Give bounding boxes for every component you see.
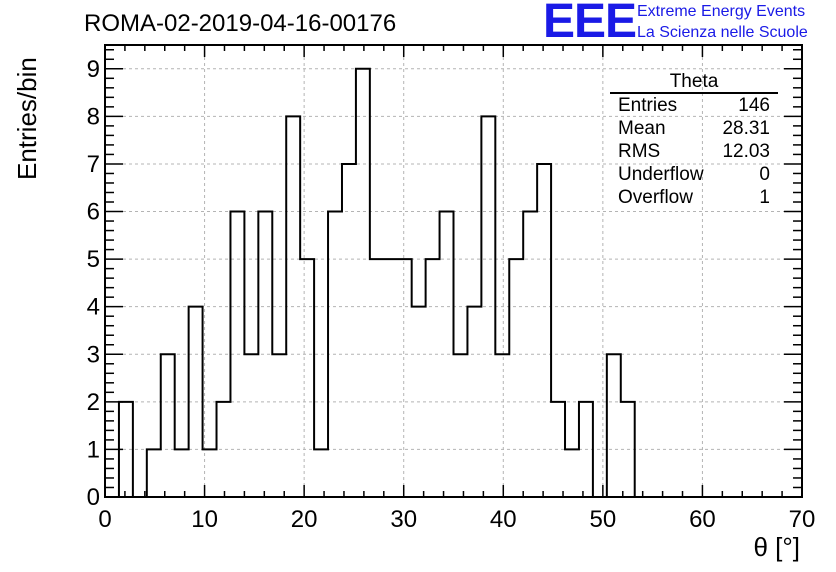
y-tick-label: 8 bbox=[87, 103, 100, 130]
y-tick-label: 1 bbox=[87, 436, 100, 463]
stats-row-entries: Entries 146 bbox=[610, 94, 778, 117]
y-axis-label: Entries/bin bbox=[12, 57, 42, 180]
y-tick-label: 2 bbox=[87, 389, 100, 416]
stats-label: Underflow bbox=[618, 164, 704, 185]
y-tick-label: 0 bbox=[87, 484, 100, 511]
y-tick-label: 6 bbox=[87, 199, 100, 226]
eee-logo: EEE bbox=[543, 0, 637, 48]
stats-row-mean: Mean 28.31 bbox=[610, 117, 778, 140]
histogram-bin bbox=[426, 259, 440, 497]
stats-row-underflow: Underflow 0 bbox=[610, 163, 778, 186]
histogram-bin bbox=[537, 164, 551, 497]
x-tick-label: 10 bbox=[191, 506, 218, 533]
stats-row-overflow: Overflow 1 bbox=[610, 186, 778, 209]
stats-value: 146 bbox=[738, 95, 770, 116]
eee-logo-line2: La Scienza nelle Scuole bbox=[637, 24, 808, 41]
x-tick-label: 40 bbox=[490, 506, 517, 533]
histogram-bin bbox=[384, 259, 398, 497]
stats-label: Entries bbox=[618, 95, 678, 116]
stats-row-rms: RMS 12.03 bbox=[610, 140, 778, 163]
stats-value: 28.31 bbox=[722, 118, 770, 139]
x-axis-label: θ [°] bbox=[753, 532, 800, 562]
histogram-bin bbox=[300, 259, 314, 497]
run-title: ROMA-02-2019-04-16-00176 bbox=[84, 10, 397, 37]
stats-label: RMS bbox=[618, 141, 661, 162]
histogram-outline bbox=[105, 67, 802, 498]
x-tick-label: 60 bbox=[689, 506, 716, 533]
stats-box: Theta Entries 146 Mean 28.31 RMS 12.03 U… bbox=[610, 72, 778, 209]
stats-label: Overflow bbox=[618, 187, 693, 208]
histogram-bin bbox=[147, 449, 161, 497]
histogram-bin bbox=[356, 69, 370, 497]
histogram-bin bbox=[370, 259, 384, 497]
histogram-bin bbox=[175, 449, 189, 497]
x-tick-label: 30 bbox=[390, 506, 417, 533]
y-tick-label: 3 bbox=[87, 341, 100, 368]
histogram-bin bbox=[398, 259, 412, 497]
x-tick-label: 20 bbox=[291, 506, 318, 533]
plot-frame bbox=[104, 44, 803, 498]
stats-title: Theta bbox=[610, 72, 778, 94]
histogram-bin bbox=[314, 449, 328, 497]
stats-value: 12.03 bbox=[722, 141, 770, 162]
histogram-bin bbox=[342, 164, 356, 497]
histogram-bin bbox=[244, 354, 258, 497]
histogram-bin bbox=[509, 259, 523, 497]
histogram-bin bbox=[217, 402, 231, 497]
histogram-bin bbox=[454, 354, 468, 497]
y-tick-label: 5 bbox=[87, 246, 100, 273]
histogram-bin bbox=[607, 354, 621, 497]
bins-layer bbox=[119, 69, 635, 497]
stats-value: 1 bbox=[759, 187, 770, 208]
x-tick-label: 0 bbox=[98, 506, 111, 533]
histogram-bin bbox=[272, 354, 286, 497]
y-tick-label: 7 bbox=[87, 151, 100, 178]
eee-logo-line1: Extreme Energy Events bbox=[637, 3, 806, 20]
ticks-layer bbox=[104, 45, 803, 498]
y-tick-label: 9 bbox=[87, 56, 100, 83]
stats-label: Mean bbox=[618, 118, 666, 139]
histogram-bin bbox=[161, 354, 175, 497]
histogram-bin bbox=[565, 449, 579, 497]
x-tick-label: 70 bbox=[789, 506, 816, 533]
histogram-bin bbox=[495, 354, 509, 497]
histogram-bin bbox=[258, 212, 272, 497]
x-tick-label: 50 bbox=[590, 506, 617, 533]
y-tick-label: 4 bbox=[87, 294, 100, 321]
stats-value: 0 bbox=[759, 164, 770, 185]
